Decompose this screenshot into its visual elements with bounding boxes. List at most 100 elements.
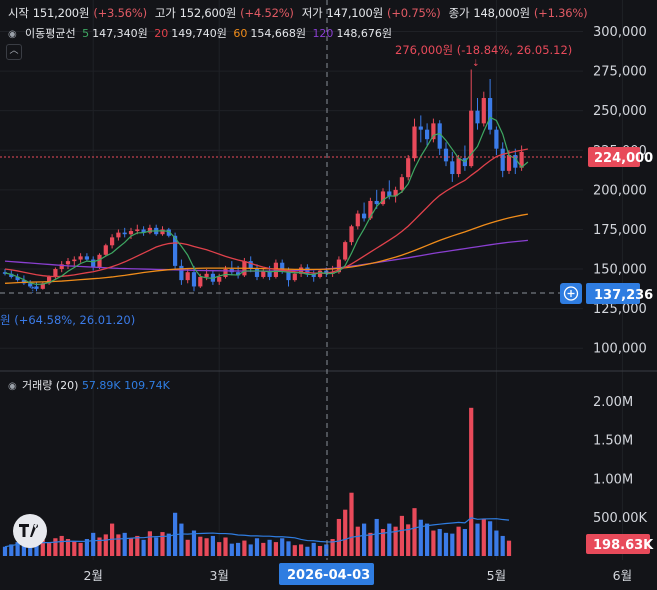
low-label: 저가 xyxy=(301,6,323,20)
volume-bar xyxy=(406,524,411,556)
candle-body xyxy=(217,276,222,282)
volume-bar xyxy=(47,542,52,556)
volume-bar xyxy=(450,533,455,556)
volume-bar xyxy=(185,539,190,556)
close-label: 종가 xyxy=(448,6,470,20)
volume-bar xyxy=(475,523,480,556)
volume-bar xyxy=(299,544,304,556)
candle-body xyxy=(443,148,449,162)
candle-body xyxy=(380,191,386,205)
volume-bar xyxy=(128,538,134,556)
chevron-up-icon[interactable]: ︿ xyxy=(6,44,22,60)
volume-bar xyxy=(15,542,20,556)
volume-bar xyxy=(500,535,505,556)
crosshair-date-tag xyxy=(279,563,374,585)
ma-legend-label: 이동평균선 xyxy=(25,27,76,40)
volume-bar xyxy=(380,528,386,556)
eye-icon[interactable]: ◉ xyxy=(8,29,17,40)
candle-body xyxy=(292,273,297,281)
time-tick-label: 3월 xyxy=(209,568,228,583)
volume-axis[interactable]: 2.00M 1.50M 1.00M 500.00K xyxy=(593,395,647,526)
time-axis[interactable]: 2월 3월 5월 6월 xyxy=(83,568,632,583)
volume-bar xyxy=(267,539,272,556)
volume-bar xyxy=(179,523,184,556)
tradingview-logo[interactable] xyxy=(13,514,47,548)
candle-body xyxy=(362,213,367,219)
current-price-tag xyxy=(588,147,640,167)
candle-body xyxy=(97,254,102,268)
price-tick-label: 200,000 xyxy=(593,183,647,198)
volume-bar xyxy=(324,544,329,556)
crosshair-price-tag-text: 137,236 xyxy=(594,288,653,303)
candle-body xyxy=(368,200,373,219)
candle-body xyxy=(412,126,417,159)
candle-body xyxy=(179,265,184,281)
add-alert-button[interactable] xyxy=(560,283,582,304)
volume-bar xyxy=(72,541,77,556)
volume-bar xyxy=(399,515,404,556)
volume-bar xyxy=(229,543,234,556)
candle-body xyxy=(236,272,241,276)
candle-body xyxy=(166,229,171,236)
volume-bar xyxy=(355,526,360,556)
candle-body xyxy=(261,270,266,277)
volume-bar xyxy=(21,545,26,556)
volume-bar xyxy=(122,532,127,556)
candle-body xyxy=(425,129,430,140)
volume-bars xyxy=(2,407,512,556)
volume-tick-label: 2.00M xyxy=(593,395,633,410)
close-value: 148,000원 xyxy=(473,6,530,20)
candle-body xyxy=(500,148,505,171)
candle-body xyxy=(469,110,474,167)
candle-body xyxy=(223,269,228,277)
plus-circle-icon[interactable] xyxy=(563,286,579,301)
candle-body xyxy=(519,151,524,168)
volume-bar xyxy=(154,537,159,556)
volume-eye-icon[interactable]: ◉ xyxy=(8,381,17,392)
candle-body xyxy=(399,177,404,190)
volume-bar xyxy=(223,537,228,556)
price-tick-label: 175,000 xyxy=(593,223,647,238)
candle-body xyxy=(336,259,341,273)
price-tick-label: 300,000 xyxy=(593,25,647,40)
logo-circle[interactable] xyxy=(13,514,47,548)
candle-body xyxy=(53,269,58,277)
time-tick-label: 6월 xyxy=(613,568,632,583)
candle-body xyxy=(481,98,486,124)
ma60-period: 60 xyxy=(233,27,248,40)
candlestick-series xyxy=(2,69,524,292)
price-tick-label: 125,000 xyxy=(593,302,647,317)
volume-label: 거래량 (20) xyxy=(22,379,79,392)
candle-body xyxy=(91,259,96,268)
volume-bar xyxy=(248,544,253,556)
volume-bar xyxy=(198,536,203,556)
volume-value-2: 109.74K xyxy=(124,379,170,392)
candle-body xyxy=(28,283,33,287)
volume-bar xyxy=(305,546,310,556)
volume-bar xyxy=(91,532,96,556)
candle-body xyxy=(59,264,64,270)
candle-body xyxy=(147,227,152,233)
price-axis[interactable]: 300,000275,000250,000225,000200,000175,0… xyxy=(593,25,647,357)
time-tick-label: 2월 xyxy=(83,568,102,583)
price-tick-label: 250,000 xyxy=(593,104,647,119)
candle-body xyxy=(135,229,140,232)
low-marker-icon: ⇡ xyxy=(29,286,37,296)
volume-bar xyxy=(374,518,379,556)
crosshair-date-tag-text: 2026-04-03 xyxy=(287,568,370,583)
volume-bar xyxy=(147,531,152,556)
ma120-value: 148,676원 xyxy=(336,27,393,40)
open-label: 시작 xyxy=(8,6,29,20)
candle-body xyxy=(343,242,348,260)
volume-bar xyxy=(280,538,285,556)
volume-bar xyxy=(210,535,215,556)
current-volume-tag-text: 198.63K xyxy=(593,538,654,553)
open-pct: (+3.56%) xyxy=(93,6,147,20)
volume-legend[interactable]: ◉ 거래량 (20) 57.89K 109.74K xyxy=(8,377,170,393)
ma20-line xyxy=(4,148,529,278)
ma-legend[interactable]: ◉ 이동평균선 5 147,340원 20 149,740원 60 154,668원 1… xyxy=(8,25,395,41)
low-value: 147,100원 xyxy=(326,6,384,20)
candle-body xyxy=(103,245,108,255)
candle-body xyxy=(128,231,134,235)
